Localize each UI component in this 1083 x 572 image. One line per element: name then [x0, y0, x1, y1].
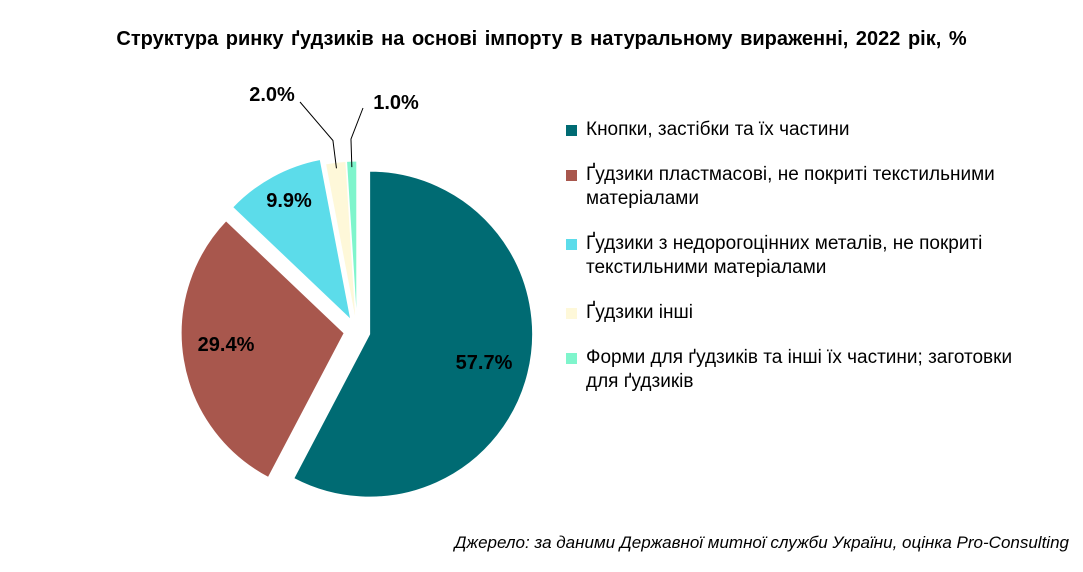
legend: Кнопки, застібки та їх частини Ґудзики пл…: [566, 118, 1036, 415]
legend-label: Ґудзики пластмасові, не покриті текстиль…: [586, 164, 995, 209]
legend-swatch: [566, 353, 577, 364]
legend-item-1: Кнопки, застібки та їх частини: [566, 118, 1036, 142]
data-label-2: 29.4%: [198, 334, 255, 356]
leader-line-5: [350, 107, 364, 168]
pie-leader-lines: [299, 101, 364, 169]
source-note: Джерело: за даними Державної митної служ…: [454, 533, 1069, 552]
legend-swatch: [566, 308, 577, 319]
legend-label: Ґудзики з недорогоцінних металів, не пок…: [586, 233, 983, 278]
legend-swatch: [566, 170, 577, 181]
legend-item-3: Ґудзики з недорогоцінних металів, не пок…: [566, 232, 1036, 280]
legend-swatch: [566, 239, 577, 250]
legend-label: Кнопки, застібки та їх частини: [586, 119, 850, 140]
legend-item-4: Ґудзики інші: [566, 301, 1036, 325]
data-label-1: 57.7%: [456, 352, 513, 374]
legend-item-5: Форми для ґудзиків та інші їх частини; з…: [566, 346, 1036, 394]
legend-label: Ґудзики інші: [586, 302, 693, 323]
pie-slice-1: [293, 170, 534, 498]
data-label-3: 9.9%: [266, 190, 312, 212]
pie-slice-2: [180, 220, 345, 479]
leader-line-4: [299, 101, 337, 169]
chart-title: Структура ринку ґудзиків на основі імпор…: [116, 28, 967, 50]
pie-data-labels: 57.7% 29.4% 9.9% 2.0% 1.0%: [198, 84, 513, 374]
pie-slice-3: [231, 158, 352, 322]
legend-label: Форми для ґудзиків та інші їх частини; з…: [586, 347, 1013, 392]
data-label-5: 1.0%: [373, 92, 419, 114]
legend-swatch: [566, 125, 577, 136]
pie-slices: [180, 158, 534, 498]
data-label-4: 2.0%: [249, 84, 295, 106]
legend-item-2: Ґудзики пластмасові, не покриті текстиль…: [566, 163, 1036, 211]
